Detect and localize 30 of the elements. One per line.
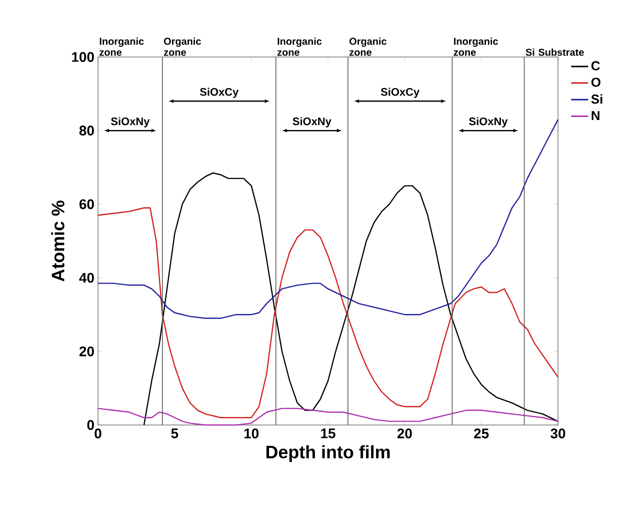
x-axis-title: Depth into film — [266, 445, 390, 462]
x-tick-label: 30 — [550, 428, 566, 438]
y-tick-label: 0 — [87, 420, 94, 430]
annotation: SiOxNy — [111, 117, 150, 128]
text: Inorganic zone — [277, 38, 322, 56]
y-tick-label: 20 — [79, 346, 94, 356]
y-tick-label: 60 — [79, 199, 94, 210]
x-tick-label: 5 — [171, 428, 178, 438]
annotation: SiOxCy — [200, 88, 239, 98]
x-tick-label: 0 — [94, 428, 102, 438]
annotation: SiOxNy — [469, 117, 508, 128]
text: Inorganic zone — [454, 38, 498, 56]
x-tick-label: 15 — [321, 428, 336, 438]
text: Organic zone — [164, 38, 201, 56]
y-tick-label: 80 — [79, 126, 94, 136]
legend-label: Si — [591, 94, 602, 104]
x-tick-label: 25 — [474, 428, 489, 438]
text: Si Substrate — [526, 48, 584, 56]
annotation: SiOxNy — [292, 117, 332, 128]
x-tick-label: 10 — [244, 428, 259, 438]
y-axis-title: Atomic % — [51, 200, 64, 282]
legend-label: C — [591, 61, 600, 70]
annotation: SiOxCy — [380, 88, 420, 98]
text: Inorganic zone — [100, 38, 144, 56]
text: Organic zone — [350, 38, 386, 56]
x-tick-label: 20 — [397, 428, 412, 438]
y-tick-label: 40 — [79, 272, 94, 283]
legend-label: O — [591, 78, 600, 87]
legend-label: N — [592, 111, 600, 120]
y-tick-label: 100 — [72, 52, 94, 62]
